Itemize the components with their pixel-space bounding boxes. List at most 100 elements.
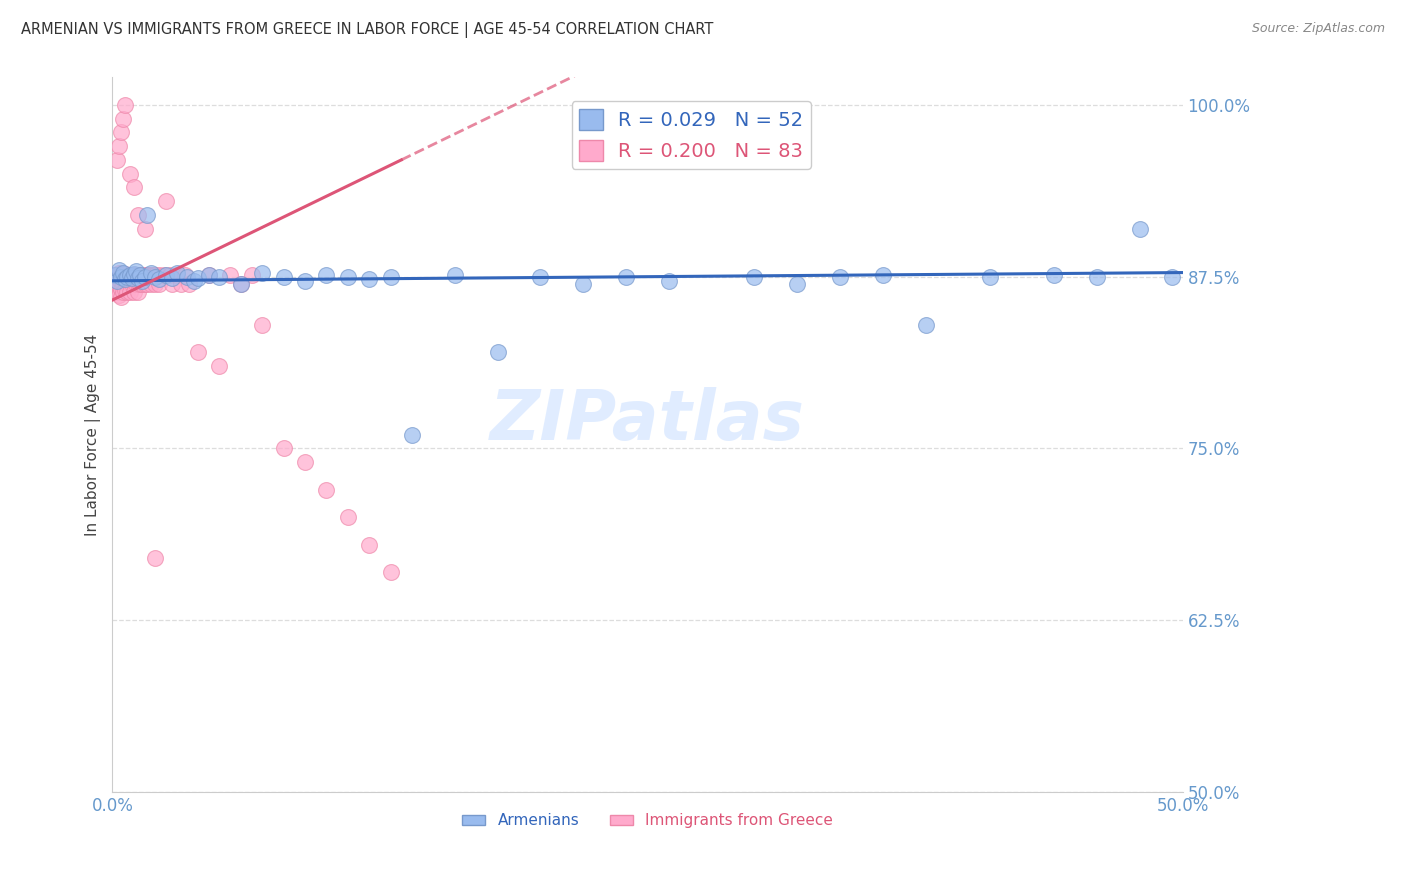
Point <box>112 277 135 291</box>
Point <box>118 285 141 299</box>
Point <box>110 275 132 289</box>
Point <box>122 285 145 299</box>
Y-axis label: In Labor Force | Age 45-54: In Labor Force | Age 45-54 <box>86 334 101 536</box>
Point <box>152 268 174 283</box>
Point <box>336 510 359 524</box>
Point <box>114 272 136 286</box>
Point <box>529 269 551 284</box>
Point <box>108 287 131 301</box>
Point <box>830 269 852 284</box>
Point <box>179 277 201 291</box>
Point <box>134 269 156 284</box>
Point <box>229 277 252 291</box>
Point <box>219 268 242 283</box>
Point <box>187 345 209 359</box>
Point <box>105 277 128 291</box>
Point <box>872 268 894 283</box>
Point <box>108 272 131 286</box>
Point <box>125 268 148 283</box>
Point <box>110 125 132 139</box>
Point <box>117 268 139 283</box>
Point <box>135 277 157 291</box>
Point <box>142 268 165 283</box>
Text: Source: ZipAtlas.com: Source: ZipAtlas.com <box>1251 22 1385 36</box>
Point <box>110 268 132 283</box>
Point <box>143 268 166 283</box>
Point <box>110 269 132 284</box>
Point <box>127 271 149 285</box>
Point <box>108 262 131 277</box>
Point <box>380 565 402 579</box>
Point <box>162 277 184 291</box>
Point <box>273 442 295 456</box>
Point <box>103 268 125 283</box>
Point <box>138 268 160 283</box>
Point <box>401 427 423 442</box>
Point <box>159 268 181 283</box>
Point <box>139 277 162 291</box>
Point <box>131 277 153 291</box>
Point <box>1160 269 1182 284</box>
Point <box>110 290 132 304</box>
Point <box>117 277 139 291</box>
Point <box>134 268 156 283</box>
Point <box>112 268 135 283</box>
Point <box>744 269 766 284</box>
Point <box>117 269 139 284</box>
Point <box>105 153 128 167</box>
Point <box>118 268 141 283</box>
Point <box>118 277 141 291</box>
Point <box>121 277 143 291</box>
Point <box>127 285 149 299</box>
Point <box>127 208 149 222</box>
Point <box>315 268 337 283</box>
Point <box>336 269 359 284</box>
Point <box>252 318 274 332</box>
Point <box>252 266 274 280</box>
Point <box>121 268 143 283</box>
Point <box>572 277 595 291</box>
Point <box>114 284 136 298</box>
Point <box>359 272 381 286</box>
Point <box>187 271 209 285</box>
Point <box>103 268 125 283</box>
Point <box>118 268 141 283</box>
Point <box>122 180 145 194</box>
Point <box>166 266 188 280</box>
Point <box>129 268 152 283</box>
Point <box>134 221 156 235</box>
Point <box>118 167 141 181</box>
Point <box>143 551 166 566</box>
Point <box>105 274 128 288</box>
Point <box>486 345 509 359</box>
Point <box>143 269 166 284</box>
Legend: Armenians, Immigrants from Greece: Armenians, Immigrants from Greece <box>456 807 839 834</box>
Point <box>125 277 148 291</box>
Point <box>914 318 936 332</box>
Point <box>112 266 135 280</box>
Point <box>108 139 131 153</box>
Point <box>103 279 125 293</box>
Point <box>148 277 170 291</box>
Point <box>122 267 145 281</box>
Point <box>121 271 143 285</box>
Text: ARMENIAN VS IMMIGRANTS FROM GREECE IN LABOR FORCE | AGE 45-54 CORRELATION CHART: ARMENIAN VS IMMIGRANTS FROM GREECE IN LA… <box>21 22 713 38</box>
Point <box>208 359 231 373</box>
Point <box>122 268 145 283</box>
Text: ZIPatlas: ZIPatlas <box>489 387 806 454</box>
Point <box>134 277 156 291</box>
Point <box>139 268 162 283</box>
Point <box>108 279 131 293</box>
Point <box>139 266 162 280</box>
Point <box>135 268 157 283</box>
Point <box>294 455 316 469</box>
Point <box>294 274 316 288</box>
Point <box>786 277 808 291</box>
Point <box>170 277 193 291</box>
Point <box>1129 221 1152 235</box>
Point <box>103 274 125 288</box>
Point <box>380 269 402 284</box>
Point <box>135 208 157 222</box>
Point <box>315 483 337 497</box>
Point <box>110 282 132 296</box>
